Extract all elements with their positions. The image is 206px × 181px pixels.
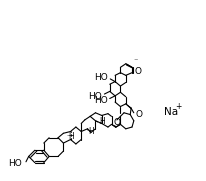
Text: ⁻: ⁻ xyxy=(133,56,137,65)
Text: HO: HO xyxy=(94,73,108,82)
Polygon shape xyxy=(125,104,131,109)
Text: H: H xyxy=(88,127,94,136)
Text: ··: ·· xyxy=(86,128,90,134)
Text: O: O xyxy=(134,110,141,119)
Text: ··: ·· xyxy=(66,133,70,139)
Text: H: H xyxy=(68,132,73,141)
Text: Na: Na xyxy=(163,107,177,117)
Text: HO: HO xyxy=(88,92,102,101)
Text: HO: HO xyxy=(8,159,22,168)
Text: O: O xyxy=(133,67,140,76)
Text: HO: HO xyxy=(93,96,107,105)
Text: H: H xyxy=(99,117,105,126)
Polygon shape xyxy=(111,124,116,128)
Text: O: O xyxy=(113,117,120,127)
Text: +: + xyxy=(174,102,180,111)
